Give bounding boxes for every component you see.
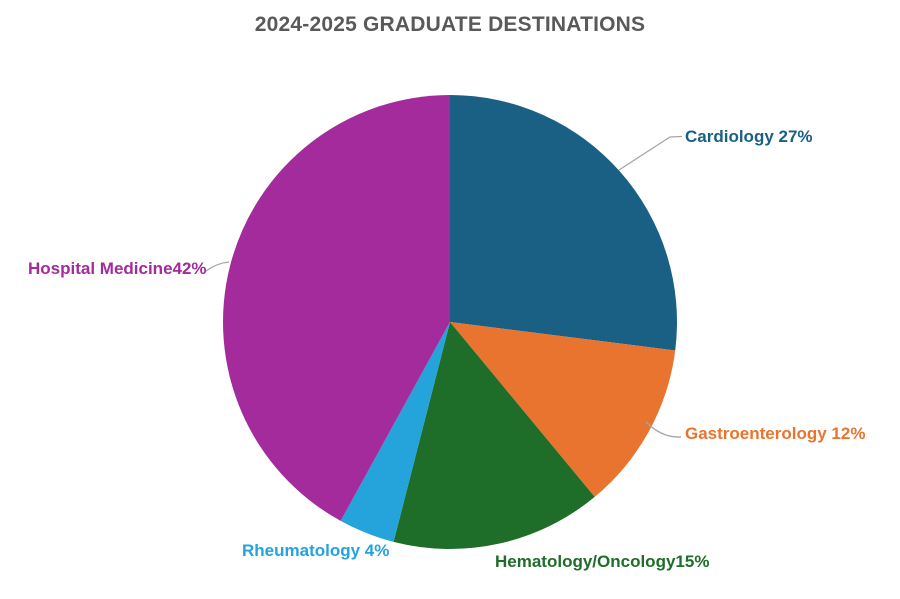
pie-slice-hospital-medicine[interactable] [223,95,450,521]
pie-slice-hematology-oncology[interactable] [393,322,595,550]
pie-slice-rheumatology[interactable] [340,322,450,542]
chart-title: 2024-2025 GRADUATE DESTINATIONS [254,13,646,36]
slice-label-gastroenterology: Gastroenterology 12% [685,424,866,443]
pie-slices [223,95,677,550]
leader-line-hospital-medicine [205,261,230,272]
slice-label-cardiology: Cardiology 27% [685,127,813,146]
slice-label-hematology-oncology: Hematology/Oncology15% [495,552,710,571]
leader-lines [205,135,683,438]
slice-label-hospital-medicine: Hospital Medicine42% [28,259,207,278]
slice-label-rheumatology: Rheumatology 4% [242,541,390,560]
leader-line-cardiology [618,135,683,171]
pie-slice-gastroenterology[interactable] [450,322,676,497]
pie-slice-cardiology[interactable] [450,95,677,351]
leader-line-gastroenterology [645,421,682,438]
